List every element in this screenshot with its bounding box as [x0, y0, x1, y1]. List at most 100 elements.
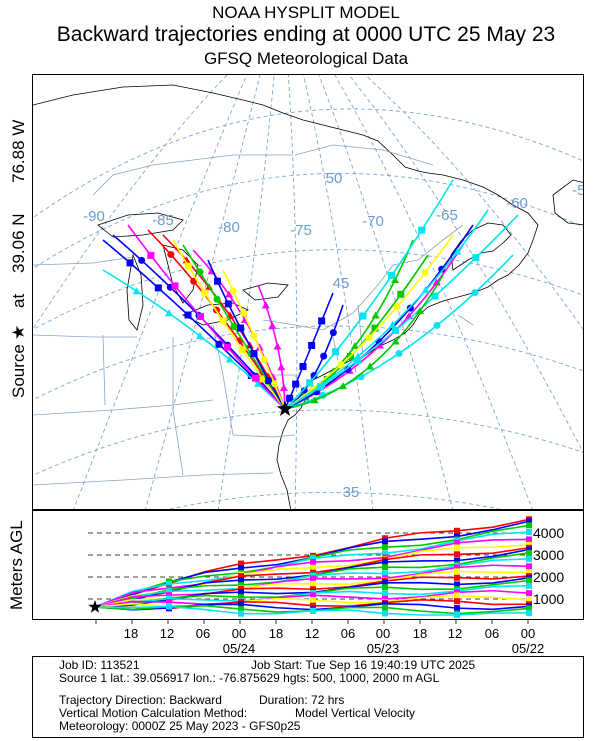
height-marker [238, 582, 244, 589]
trajectory-marker [171, 282, 179, 290]
trajectory-line [284, 214, 519, 410]
trajectory-marker [339, 382, 347, 390]
trajectory-marker [320, 352, 328, 360]
lon-label: -60 [506, 195, 528, 212]
grid-labels: -90 -85 -80 -75 -70 -65 -60 -55 50 45 35 [83, 170, 583, 501]
trajectory-marker [351, 342, 359, 349]
hour-label: 12 [305, 626, 319, 641]
trajectory-marker [238, 346, 246, 354]
trajectory-marker [392, 327, 399, 334]
height-marker [238, 610, 244, 617]
trajectory-marker [224, 300, 232, 308]
height-marker [454, 533, 460, 540]
trajectory-marker [453, 247, 462, 255]
height-marker [238, 601, 244, 608]
trajectory-marker [310, 372, 318, 379]
trajectory-marker [471, 289, 479, 297]
lon-label: -85 [152, 212, 174, 229]
height-marker [526, 590, 532, 597]
job-id: Job ID: 113521 [59, 658, 140, 672]
trajectory-marker [250, 350, 258, 358]
height-marker [310, 564, 316, 571]
height-profile-panel: 4000 3000 2000 1000 [32, 510, 584, 620]
trajectory-marker [230, 323, 238, 330]
height-tick: 3000 [533, 547, 564, 563]
trajectory-line [102, 269, 286, 410]
lon-label: -80 [218, 219, 240, 236]
trajectory-marker [271, 380, 279, 388]
source-location-label: Source ★ at 39.06 N 76.88 W [4, 108, 32, 398]
trajectory-marker [229, 287, 237, 295]
trajectory-marker [318, 317, 326, 325]
trajectory-marker [292, 380, 300, 388]
trajectory-marker [201, 289, 209, 297]
height-marker [310, 559, 316, 566]
trajectory-marker [329, 329, 337, 337]
height-marker [166, 595, 172, 602]
trajectory-marker [184, 262, 192, 270]
height-tick: 1000 [533, 591, 564, 607]
trajectory-marker [438, 265, 446, 273]
height-marker [382, 579, 388, 586]
trajectory-marker [366, 362, 374, 370]
trajectory-marker [393, 303, 401, 311]
height-marker [238, 573, 244, 580]
height-marker [310, 602, 316, 609]
height-marker [382, 590, 388, 597]
height-marker [382, 544, 388, 551]
trajectory-marker [147, 251, 155, 259]
trajectory-marker [196, 268, 204, 276]
trajectory-marker [138, 256, 146, 264]
trajectory-marker [332, 348, 340, 356]
meteorology: Meteorology: 0000Z 25 May 2023 - GFS0p25 [59, 719, 301, 733]
run-info-box: Job ID: 113521 Job Start: Tue Sep 16 19:… [32, 656, 584, 738]
height-marker [526, 596, 532, 603]
trajectory-marker [265, 377, 273, 385]
date-label: 05/22 [512, 641, 545, 656]
trajectory-marker [371, 311, 380, 319]
source-info: Source 1 lat.: 39.056917 lon.: -76.87562… [59, 671, 440, 685]
height-marker [238, 589, 244, 596]
height-marker [238, 565, 244, 572]
trajectory-marker [279, 384, 288, 392]
height-marker [454, 581, 460, 588]
hour-label: 18 [124, 626, 138, 641]
hour-label: 06 [196, 626, 210, 641]
time-tick-marks [95, 620, 529, 624]
height-marker [526, 582, 532, 589]
hour-label: 00 [521, 626, 535, 641]
trajectory-marker [184, 311, 192, 319]
height-marker [238, 585, 244, 592]
trajectory-marker [190, 277, 198, 285]
trajectory-marker [388, 271, 396, 279]
height-marker [382, 570, 388, 577]
trajectory-marker [472, 254, 480, 262]
duration: Duration: 72 hrs [259, 693, 345, 707]
height-marker [382, 538, 388, 545]
trajectory-marker [388, 321, 397, 328]
trajectory-marker [310, 396, 319, 404]
trajectory-marker [254, 379, 262, 387]
height-marker [526, 529, 532, 536]
trajectory-marker [421, 286, 430, 294]
trajectory-direction: Trajectory Direction: Backward [59, 693, 222, 707]
height-marker [454, 568, 460, 575]
trajectory-marker [406, 304, 414, 312]
height-marker [454, 564, 460, 571]
trajectory-marker [391, 276, 399, 284]
height-ylabel: Meters AGL [7, 520, 26, 610]
trajectory-marker [337, 361, 345, 369]
trajectory-marker [154, 284, 162, 292]
lon-label: -65 [436, 207, 458, 224]
height-tick: 2000 [533, 569, 564, 585]
trajectory-marker [308, 341, 316, 349]
height-marker [526, 609, 532, 616]
trajectory-marker [273, 342, 282, 350]
height-marker [526, 522, 532, 529]
trajectory-marker [268, 321, 277, 329]
hour-label: 12 [448, 626, 462, 641]
height-marker [526, 518, 532, 525]
height-marker [454, 574, 460, 581]
lon-label: -90 [83, 208, 105, 225]
side-label-lon: 76.88 W [9, 120, 28, 183]
